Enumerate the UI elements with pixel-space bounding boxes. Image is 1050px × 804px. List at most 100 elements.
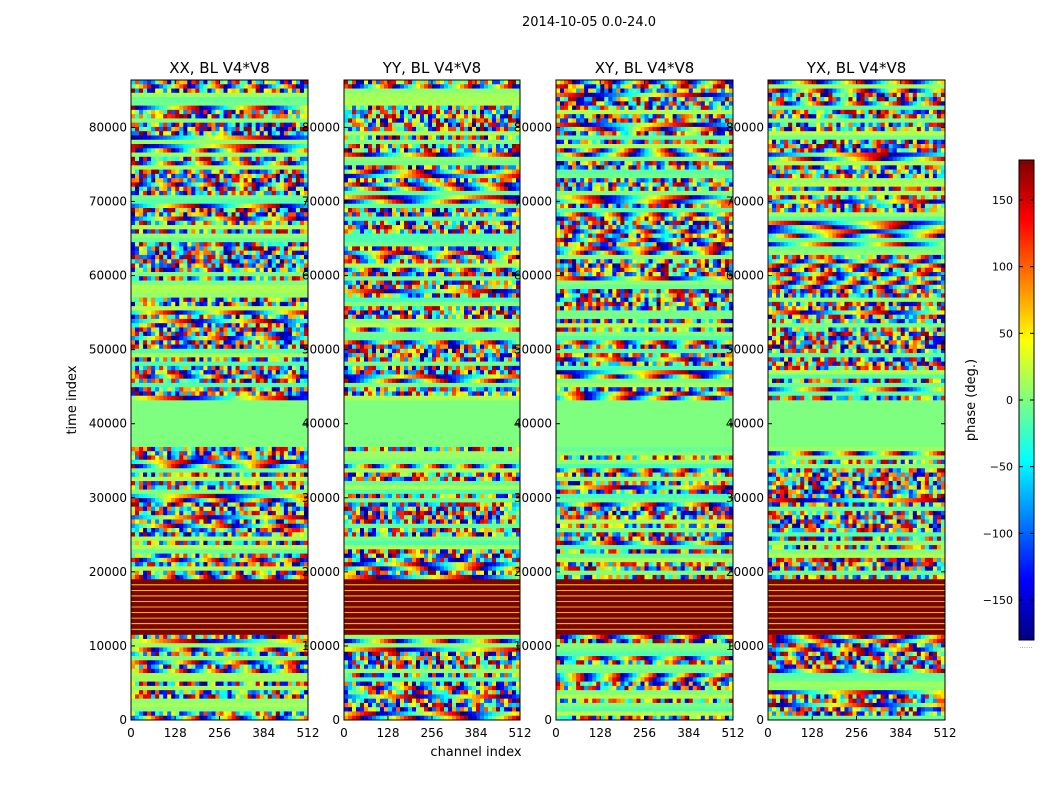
heatmap-cell [412,178,416,183]
heatmap-cell [139,242,143,247]
heatmap-cell [159,519,163,524]
heatmap-cell [155,157,159,162]
heatmap-cell [171,571,175,576]
heatmap-cell [179,669,183,674]
heatmap-cell [175,170,179,175]
heatmap-cell [179,319,183,324]
heatmap-cell [147,357,151,362]
heatmap-cell [368,208,372,213]
heatmap-cell [207,135,211,140]
heatmap-cell [175,524,179,529]
heatmap-cell [135,366,139,371]
heatmap-cell [159,191,163,196]
heatmap-cell [428,178,432,183]
heatmap-cell [244,259,248,264]
heatmap-cell [163,635,167,640]
heatmap-cell [416,106,420,111]
heatmap-cell [364,114,368,119]
heatmap-cell [296,114,300,119]
heatmap-cell [159,182,163,187]
heatmap-cell [508,174,512,179]
heatmap-cell [464,182,468,187]
heatmap-cell [280,541,284,546]
heatmap-cell [276,298,280,303]
heatmap-cell [368,148,372,153]
heatmap-cell [400,106,404,111]
heatmap-cell [288,208,292,213]
heatmap-cell [236,460,240,465]
heatmap-cell [376,123,380,128]
heatmap-cell [203,242,207,247]
heatmap-cell [220,562,224,567]
heatmap-cell [300,519,304,524]
heatmap-cell [151,174,155,179]
heatmap-cell [187,455,191,460]
heatmap-cell [224,669,228,674]
heatmap-cell [260,660,264,665]
heatmap-cell [224,131,228,136]
heatmap-cell [268,669,272,674]
heatmap-cell [472,118,476,123]
heatmap-cell [215,323,219,328]
heatmap-cell [175,571,179,576]
heatmap-cell [360,106,364,111]
heatmap-cell [171,528,175,533]
heatmap-cell [151,554,155,559]
heatmap-cell [408,182,412,187]
heatmap-cell [352,110,356,115]
heatmap-cell [195,319,199,324]
heatmap-cell [236,89,240,94]
heatmap-cell [268,302,272,307]
heatmap-cell [296,208,300,213]
heatmap-cell [260,571,264,576]
heatmap-cell [264,571,268,576]
heatmap-cell [155,690,159,695]
heatmap-cell [207,268,211,273]
heatmap-cell [248,507,252,512]
heatmap-cell [167,217,171,222]
heatmap-cell [220,690,224,695]
heatmap-cell [171,217,175,222]
heatmap-cell [147,332,151,337]
heatmap-cell [396,110,400,115]
heatmap-cell [143,374,147,379]
heatmap-cell [191,639,195,644]
heatmap-cell [228,345,232,350]
heatmap-cell [424,187,428,192]
heatmap-cell [179,336,183,341]
heatmap-cell [175,447,179,452]
heatmap-cell [284,229,288,234]
heatmap-cell [232,148,236,153]
heatmap-cell [167,268,171,273]
heatmap-cell [139,144,143,149]
heatmap-cell [276,447,280,452]
heatmap-cell [256,660,260,665]
heatmap-cell [139,660,143,665]
heatmap-cell [143,511,147,516]
heatmap-cell [344,182,348,187]
heatmap-cell [228,507,232,512]
heatmap-cell [456,178,460,183]
heatmap-cell [444,135,448,140]
heatmap-cell [163,161,167,166]
heatmap-cell [167,315,171,320]
heatmap-cell [284,251,288,256]
heatmap-cell [368,80,372,85]
heatmap-cell [183,524,187,529]
heatmap-cell [364,187,368,192]
heatmap-cell [248,669,252,674]
heatmap-cell [147,694,151,699]
heatmap-cell [135,682,139,687]
heatmap-cell [207,114,211,119]
heatmap-cell [244,80,248,85]
heatmap-cell [143,263,147,268]
heatmap-cell [268,170,272,175]
heatmap-cell [240,665,244,670]
heatmap-cell [400,199,404,204]
heatmap-cell [412,187,416,192]
heatmap-cell [139,302,143,307]
heatmap-cell [344,118,348,123]
heatmap-cell [408,178,412,183]
heatmap-cell [448,165,452,170]
heatmap-cell [280,106,284,111]
